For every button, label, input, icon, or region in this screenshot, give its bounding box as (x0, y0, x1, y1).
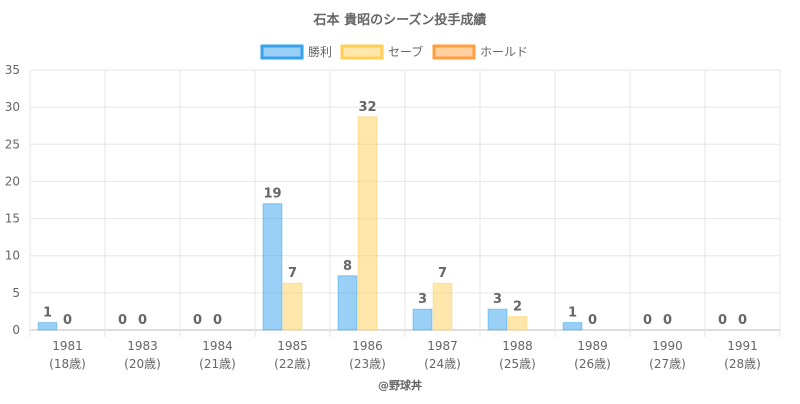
data-label-1-9: 0 (738, 313, 747, 328)
x-axis: 1981 (18歳) 1983 (20歳) 1984 (21歳) 1985 (22歳) 1986… (49, 339, 761, 371)
data-label-1-0: 0 (63, 313, 72, 328)
x-tick-label: 1983 (127, 339, 158, 353)
bar-1-4[interactable] (357, 116, 378, 331)
legend: 勝利 セーブ ホールド (260, 44, 528, 60)
x-tick-label: 1986 (352, 339, 383, 353)
bar-0-0[interactable] (37, 322, 58, 331)
y-tick-label: 5 (12, 286, 20, 300)
x-tick-label: 1987 (427, 339, 458, 353)
x-tick-sublabel: (22歳) (274, 357, 311, 371)
x-tick-sublabel: (27歳) (649, 357, 686, 371)
data-label-0-8: 0 (643, 313, 652, 328)
y-tick-label: 0 (12, 323, 20, 337)
bar-1-3[interactable] (282, 282, 303, 331)
credit-text: @野球丼 (378, 378, 422, 392)
data-label-0-5: 3 (418, 292, 427, 307)
y-tick-label: 15 (5, 212, 20, 226)
data-label-0-7: 1 (568, 306, 577, 321)
x-tick-sublabel: (28歳) (724, 357, 761, 371)
x-tick-sublabel: (21歳) (199, 357, 236, 371)
legend-swatch-1[interactable] (340, 44, 384, 60)
x-tick-sublabel: (23歳) (349, 357, 386, 371)
chart-title: 石本 貴昭のシーズン投手成績 (313, 12, 487, 28)
data-label-1-5: 7 (438, 266, 447, 281)
y-tick-label: 10 (5, 249, 20, 263)
bar-0-7[interactable] (562, 322, 583, 331)
data-label-0-6: 3 (493, 292, 502, 307)
y-axis: 0 5 10 15 20 25 30 35 (5, 63, 20, 337)
data-label-0-3: 19 (263, 187, 281, 202)
bars (37, 116, 583, 331)
bar-1-5[interactable] (432, 282, 453, 331)
x-tick-label: 1985 (277, 339, 308, 353)
data-label-1-2: 0 (213, 313, 222, 328)
x-tick-sublabel: (24歳) (424, 357, 461, 371)
y-tick-label: 30 (5, 100, 20, 114)
legend-label-2[interactable]: ホールド (480, 45, 528, 59)
bar-0-5[interactable] (412, 308, 433, 331)
y-tick-label: 25 (5, 137, 20, 151)
bar-1-6[interactable] (507, 316, 528, 331)
data-label-0-2: 0 (193, 313, 202, 328)
data-label-1-8: 0 (663, 313, 672, 328)
data-label-1-1: 0 (138, 313, 147, 328)
data-label-1-6: 2 (513, 300, 522, 315)
x-tick-label: 1981 (52, 339, 83, 353)
x-tick-label: 1991 (727, 339, 758, 353)
x-tick-sublabel: (26歳) (574, 357, 611, 371)
x-tick-label: 1990 (652, 339, 683, 353)
gridlines (29, 69, 781, 337)
data-label-1-7: 0 (588, 313, 597, 328)
y-tick-label: 35 (5, 63, 20, 77)
data-label-0-4: 8 (343, 259, 352, 274)
x-tick-sublabel: (18歳) (49, 357, 86, 371)
legend-label-1[interactable]: セーブ (388, 44, 423, 59)
data-label-0-0: 1 (43, 306, 52, 321)
x-tick-sublabel: (25歳) (499, 357, 536, 371)
bar-0-4[interactable] (337, 275, 358, 331)
data-label-0-1: 0 (118, 313, 127, 328)
y-tick-label: 20 (5, 174, 20, 188)
bar-0-3[interactable] (262, 203, 283, 331)
x-tick-label: 1989 (577, 339, 608, 353)
data-label-1-3: 7 (288, 266, 297, 281)
data-label-0-9: 0 (718, 313, 727, 328)
legend-swatch-0[interactable] (260, 44, 304, 60)
x-tick-sublabel: (20歳) (124, 357, 161, 371)
legend-label-0[interactable]: 勝利 (308, 44, 332, 59)
x-tick-label: 1988 (502, 339, 533, 353)
data-label-1-4: 32 (358, 100, 376, 115)
legend-swatch-2[interactable] (432, 44, 476, 60)
x-tick-label: 1984 (202, 339, 233, 353)
bar-0-6[interactable] (487, 308, 508, 331)
